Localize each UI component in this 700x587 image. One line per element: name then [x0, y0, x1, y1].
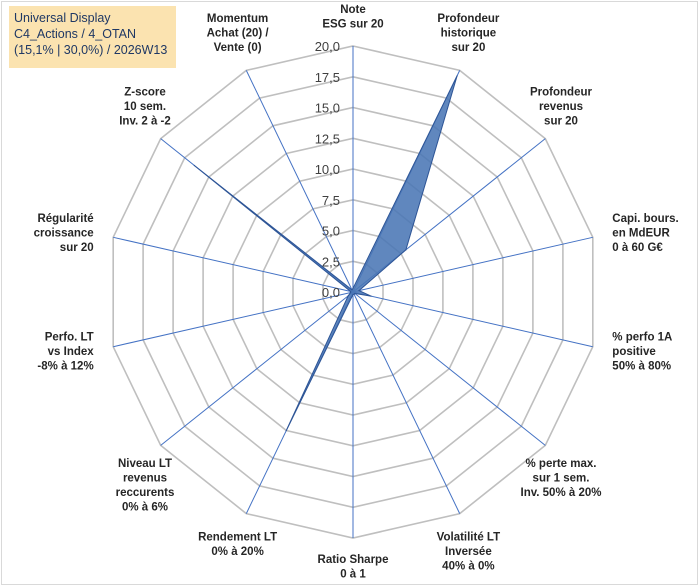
tick-label: 7,5 [322, 193, 340, 208]
axis-label: Rendement LT 0% à 20% [198, 532, 277, 559]
axis-label-line: Note [340, 4, 366, 16]
series-point [352, 293, 354, 296]
axis-label-line: 50% à 80% [612, 360, 671, 372]
series-point [285, 429, 287, 432]
axis-spoke [113, 291, 354, 348]
axis-label-line: Ratio Sharpe [318, 554, 389, 566]
tick-label: 10,0 [315, 162, 340, 177]
series-point [353, 293, 355, 295]
series-point [370, 295, 372, 297]
axis-label-line: % perte max. [526, 458, 597, 470]
axis-label-line: ESG sur 20 [322, 19, 383, 31]
series-point [405, 249, 407, 251]
axis-label-line: Rendement LT [198, 532, 277, 544]
axis-label: Volatilité LT Inversée 40% à 0% [437, 532, 500, 573]
axis-label: Perfo. LT vs Index -8% à 12% [37, 331, 94, 372]
axis-label-line: en MdEUR [612, 228, 670, 240]
axis-label-line: reccurents [116, 487, 175, 499]
tick-label: 5,0 [322, 224, 340, 239]
axis-label: Ratio Sharpe 0 à 1 [318, 554, 389, 581]
axis-spoke [352, 291, 593, 348]
series-point [350, 290, 352, 293]
series-point [352, 287, 354, 289]
axis-label-line: sur 20 [451, 42, 485, 54]
axis-label-line: -8% à 12% [37, 360, 93, 372]
axis-label-line: Perfo. LT [45, 331, 94, 343]
axis-label: Profondeur historique sur 20 [437, 13, 499, 54]
axis-label-line: 0 à 60 G€ [612, 242, 663, 254]
tick-label: 15,0 [315, 101, 340, 116]
axis-spoke [352, 291, 546, 446]
axis-label-line: Momentum [207, 13, 268, 25]
info-box: Universal Display C4_Actions / 4_OTAN (1… [9, 6, 176, 68]
axis-label-line: % perfo 1A [612, 331, 672, 343]
tick-label-layer: 0,0 2,5 5,0 7,5 10,0 12,5 15,0 17,5 20,0 [315, 39, 340, 300]
info-line-title: Universal Display [14, 11, 111, 25]
axis-label-layer: Note ESG sur 20 Profondeur historique sur 20… [34, 4, 679, 581]
tick-label: 2,5 [322, 254, 340, 269]
axis-label-line: Profondeur [530, 87, 592, 99]
series-point [358, 290, 360, 292]
axis-label-line: Capi. bours. [612, 213, 678, 225]
axis-label-line: revenus [123, 472, 167, 484]
axis-label-line: Niveau LT [118, 458, 172, 470]
axis-label: Capi. bours. en MdEUR 0 à 60 G€ [612, 213, 678, 254]
series-point [350, 291, 352, 294]
series-point [456, 75, 458, 77]
axis-label-line: Vente (0) [214, 42, 262, 54]
axis-label-line: Inv. 2 à -2 [119, 116, 171, 128]
info-line-params: (15,1% | 30,0%) / 2026W13 [14, 43, 168, 57]
tick-label: 12,5 [315, 131, 340, 146]
axis-label-line: sur 20 [60, 242, 94, 254]
tick-label: 0,0 [322, 285, 340, 300]
axis-label: % perfo 1A positive 50% à 80% [612, 331, 672, 372]
axis-label-line: Z-score [124, 87, 166, 99]
axis-spoke [113, 236, 354, 293]
axis-label-line: Profondeur [437, 13, 499, 25]
series-point [354, 292, 356, 295]
series-point [351, 289, 353, 291]
axis-spoke [245, 70, 354, 293]
axis-label-line: 0 à 1 [340, 569, 366, 581]
series-layer [193, 75, 458, 432]
tick-label: 17,5 [315, 70, 340, 85]
series-point [193, 164, 195, 167]
axis-label: % perte max. sur 1 sem. Inv. 50% à 20% [521, 458, 602, 499]
axis-label-line: historique [441, 27, 497, 39]
axis-label-line: sur 20 [544, 116, 578, 128]
axis-label-line: 40% à 0% [442, 561, 494, 573]
axis-label-line: Inversée [445, 546, 492, 558]
axis-label-line: 0% à 6% [122, 501, 168, 513]
axis-label: Niveau LT revenus reccurents 0% à 6% [116, 458, 175, 514]
series-point [347, 295, 349, 297]
axis-label: Momentum Achat (20) / Vente (0) [207, 13, 270, 54]
axis-label-line: Achat (20) / [207, 27, 270, 39]
axis-label-line: vs Index [48, 346, 95, 358]
tick-label: 20,0 [315, 39, 340, 54]
axis-spoke [352, 291, 461, 514]
axis-label: Z-score 10 sem. Inv. 2 à -2 [119, 87, 171, 128]
axis-label-line: Inv. 50% à 20% [521, 487, 602, 499]
axis-label-line: positive [612, 346, 655, 358]
axis-label-line: Volatilité LT [437, 532, 500, 544]
axis-spoke [352, 236, 593, 293]
axis-spoke [160, 291, 354, 446]
axis-label-line: Régularité [37, 213, 93, 225]
axis-label-line: 0% à 20% [211, 546, 263, 558]
axis-label: Profondeur revenus sur 20 [530, 87, 592, 128]
axis-label: Régularité croissance sur 20 [34, 213, 94, 254]
axis-label: Note ESG sur 20 [322, 4, 383, 31]
axis-label-line: croissance [34, 228, 94, 240]
axis-label-line: revenus [539, 101, 583, 113]
info-line-category: C4_Actions / 4_OTAN [14, 27, 137, 41]
axis-label-line: sur 1 sem. [533, 472, 590, 484]
axis-label-line: 10 sem. [124, 101, 166, 113]
